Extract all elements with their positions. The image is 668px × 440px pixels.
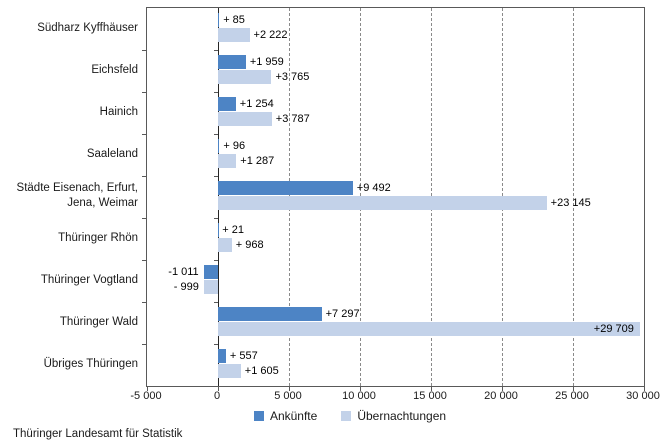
category-label: Thüringer Rhön — [58, 231, 138, 244]
x-axis-tick — [289, 386, 290, 391]
legend: Ankünfte Übernachtungen — [32, 409, 668, 423]
bar-value-label: +1 605 — [244, 365, 279, 377]
x-tick-label: 15 000 — [413, 390, 447, 402]
bar-value-label: +29 709 — [593, 323, 634, 335]
uebernachtungen-bar — [218, 112, 272, 126]
category-label: Hainich — [99, 105, 138, 118]
category-tick — [214, 50, 218, 51]
x-axis-tick — [502, 386, 503, 391]
x-axis-tick — [573, 386, 574, 391]
x-tick-label: 5 000 — [274, 390, 302, 402]
category-tick — [214, 260, 218, 261]
bar-value-label: +1 959 — [249, 56, 284, 68]
uebernachtungen-bar — [218, 364, 241, 378]
category-label: Eichsfeld — [91, 63, 138, 76]
ankuenfte-bar — [218, 181, 353, 195]
x-axis-tick — [360, 386, 361, 391]
category-tick — [214, 302, 218, 303]
ankuenfte-bar — [218, 349, 226, 363]
gridline — [573, 8, 574, 386]
plot-area: + 85 +1 959 +1 254 + 96 +9 492 + 21 -1 011 +7 2… — [142, 7, 645, 391]
ankuenfte-bar — [218, 139, 220, 153]
bar-value-label: +23 145 — [550, 197, 591, 209]
ankuenfte-bar — [218, 223, 219, 237]
category-tick — [142, 260, 146, 261]
category-label: Thüringer Vogtland — [40, 273, 138, 286]
bar-value-label: - 999 — [173, 281, 199, 293]
x-axis-tick — [218, 386, 219, 391]
category-tick — [214, 92, 218, 93]
ankuenfte-bar — [218, 13, 220, 27]
x-axis-tick — [147, 386, 148, 391]
uebernachtungen-bar — [218, 28, 250, 42]
uebernachtungen-bar — [218, 154, 237, 168]
uebernachtungen-bar — [218, 322, 640, 336]
bar-value-label: + 96 — [223, 140, 246, 152]
category-tick — [214, 344, 218, 345]
category-axis: Südharz Kyffhäuser Eichsfeld Hainich Saalel… — [0, 7, 138, 385]
x-tick-label: 20 000 — [484, 390, 518, 402]
bar-value-label: +7 297 — [325, 308, 360, 320]
ankuenfte-bar — [218, 55, 246, 69]
category-tick — [142, 344, 146, 345]
category-tick — [142, 92, 146, 93]
bar-value-label: +3 765 — [275, 71, 310, 83]
legend-swatch-icon — [341, 411, 352, 421]
x-axis-tick — [431, 386, 432, 391]
category-tick — [142, 50, 146, 51]
bar-value-label: + 968 — [235, 239, 264, 251]
bar-value-label: +1 254 — [239, 98, 274, 110]
category-tick — [214, 134, 218, 135]
legend-label: Übernachtungen — [357, 409, 447, 423]
category-tick — [142, 218, 146, 219]
bar-value-label: +3 787 — [275, 113, 310, 125]
legend-swatch-icon — [253, 411, 264, 421]
ankuenfte-bar — [203, 265, 218, 279]
legend-label: Ankünfte — [269, 409, 318, 423]
bar-value-label: +2 222 — [253, 29, 288, 41]
uebernachtungen-bar — [203, 280, 218, 294]
category-tick — [214, 218, 218, 219]
source-note: Thüringer Landesamt für Statistik — [13, 428, 183, 440]
x-tick-label: 0 — [213, 390, 221, 402]
bar-value-label: -1 011 — [168, 266, 199, 278]
category-label: Saaleland — [86, 147, 138, 160]
x-tick-label: 25 000 — [555, 390, 589, 402]
category-label: Übriges Thüringen — [43, 357, 138, 370]
category-tick — [214, 176, 218, 177]
category-tick — [142, 134, 146, 135]
ankuenfte-bar — [218, 97, 236, 111]
bar-value-label: + 557 — [229, 350, 258, 362]
category-label: Städte Eisenach, Erfurt, Jena, Weimar — [16, 182, 138, 209]
x-axis-tick — [644, 386, 645, 391]
legend-item: Übernachtungen — [341, 409, 446, 423]
x-tick-label: -5 000 — [130, 390, 162, 402]
category-tick — [142, 302, 146, 303]
x-axis: -5 000 0 5 000 10 000 15 000 20 000 25 000 30 0… — [130, 390, 659, 404]
category-label: Thüringer Wald — [59, 315, 138, 328]
bar-value-label: + 21 — [222, 224, 245, 236]
category-tick — [142, 176, 146, 177]
bar-value-label: + 85 — [223, 14, 245, 26]
ankuenfte-bar — [218, 307, 322, 321]
uebernachtungen-bar — [218, 238, 232, 252]
uebernachtungen-bar — [218, 70, 272, 84]
bar-value-label: +9 492 — [356, 182, 391, 194]
x-tick-label: 10 000 — [342, 390, 376, 402]
bar-value-label: +1 287 — [240, 155, 275, 167]
category-label: Südharz Kyffhäuser — [37, 21, 138, 34]
uebernachtungen-bar — [218, 196, 547, 210]
legend-item: Ankünfte — [253, 409, 318, 423]
x-tick-label: 30 000 — [626, 390, 660, 402]
